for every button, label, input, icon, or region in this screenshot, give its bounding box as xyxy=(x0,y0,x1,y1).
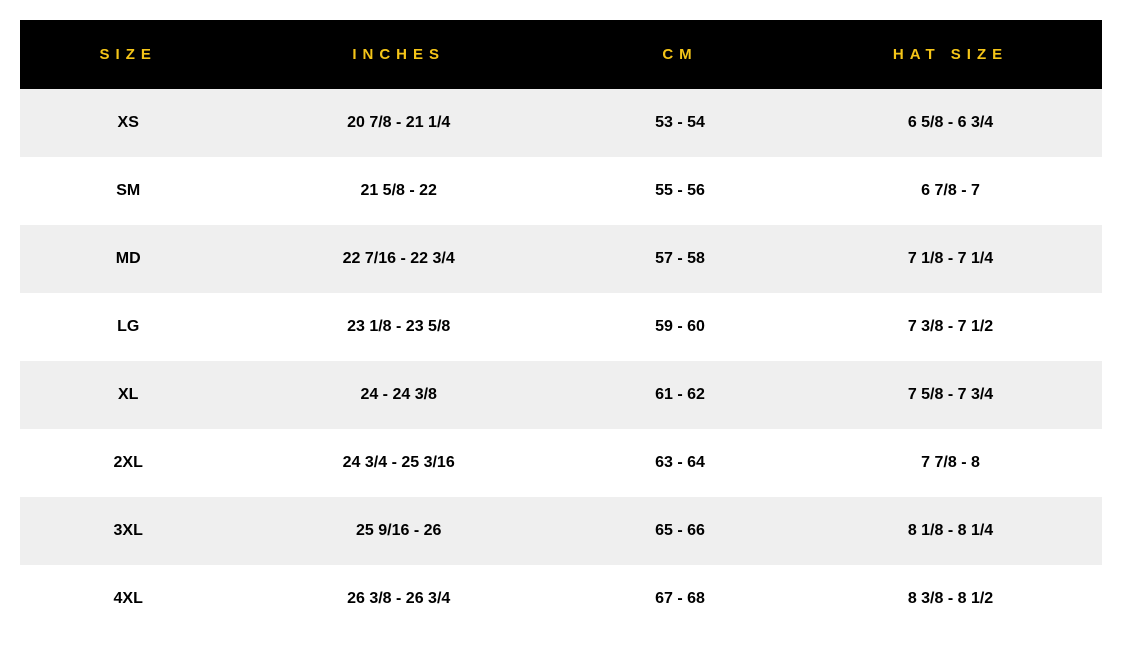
cell-inches: 24 - 24 3/8 xyxy=(236,361,561,429)
cell-cm: 65 - 66 xyxy=(561,497,799,565)
cell-inches: 26 3/8 - 26 3/4 xyxy=(236,565,561,633)
cell-size: 2XL xyxy=(20,429,236,497)
cell-hatsize: 7 1/8 - 7 1/4 xyxy=(799,225,1102,293)
cell-inches: 20 7/8 - 21 1/4 xyxy=(236,89,561,157)
cell-inches: 24 3/4 - 25 3/16 xyxy=(236,429,561,497)
cell-size: SM xyxy=(20,157,236,225)
table-row: 2XL 24 3/4 - 25 3/16 63 - 64 7 7/8 - 8 xyxy=(20,429,1102,497)
cell-size: XL xyxy=(20,361,236,429)
cell-inches: 21 5/8 - 22 xyxy=(236,157,561,225)
cell-hatsize: 7 5/8 - 7 3/4 xyxy=(799,361,1102,429)
header-inches: INCHES xyxy=(236,20,561,89)
cell-size: MD xyxy=(20,225,236,293)
table-row: 4XL 26 3/8 - 26 3/4 67 - 68 8 3/8 - 8 1/… xyxy=(20,565,1102,633)
table-row: SM 21 5/8 - 22 55 - 56 6 7/8 - 7 xyxy=(20,157,1102,225)
cell-cm: 61 - 62 xyxy=(561,361,799,429)
table-row: XS 20 7/8 - 21 1/4 53 - 54 6 5/8 - 6 3/4 xyxy=(20,89,1102,157)
cell-hatsize: 6 5/8 - 6 3/4 xyxy=(799,89,1102,157)
cell-size: XS xyxy=(20,89,236,157)
cell-hatsize: 8 1/8 - 8 1/4 xyxy=(799,497,1102,565)
cell-size: 4XL xyxy=(20,565,236,633)
cell-cm: 53 - 54 xyxy=(561,89,799,157)
cell-cm: 55 - 56 xyxy=(561,157,799,225)
cell-size: LG xyxy=(20,293,236,361)
cell-cm: 59 - 60 xyxy=(561,293,799,361)
table-row: XL 24 - 24 3/8 61 - 62 7 5/8 - 7 3/4 xyxy=(20,361,1102,429)
header-cm: CM xyxy=(561,20,799,89)
cell-cm: 67 - 68 xyxy=(561,565,799,633)
cell-hatsize: 8 3/8 - 8 1/2 xyxy=(799,565,1102,633)
cell-hatsize: 6 7/8 - 7 xyxy=(799,157,1102,225)
table-row: 3XL 25 9/16 - 26 65 - 66 8 1/8 - 8 1/4 xyxy=(20,497,1102,565)
cell-cm: 57 - 58 xyxy=(561,225,799,293)
cell-inches: 25 9/16 - 26 xyxy=(236,497,561,565)
header-hat-size: HAT SIZE xyxy=(799,20,1102,89)
table-header-row: SIZE INCHES CM HAT SIZE xyxy=(20,20,1102,89)
cell-inches: 22 7/16 - 22 3/4 xyxy=(236,225,561,293)
table-row: MD 22 7/16 - 22 3/4 57 - 58 7 1/8 - 7 1/… xyxy=(20,225,1102,293)
cell-hatsize: 7 3/8 - 7 1/2 xyxy=(799,293,1102,361)
table-row: LG 23 1/8 - 23 5/8 59 - 60 7 3/8 - 7 1/2 xyxy=(20,293,1102,361)
header-size: SIZE xyxy=(20,20,236,89)
cell-size: 3XL xyxy=(20,497,236,565)
cell-inches: 23 1/8 - 23 5/8 xyxy=(236,293,561,361)
size-chart-table: SIZE INCHES CM HAT SIZE XS 20 7/8 - 21 1… xyxy=(20,20,1102,633)
cell-cm: 63 - 64 xyxy=(561,429,799,497)
cell-hatsize: 7 7/8 - 8 xyxy=(799,429,1102,497)
